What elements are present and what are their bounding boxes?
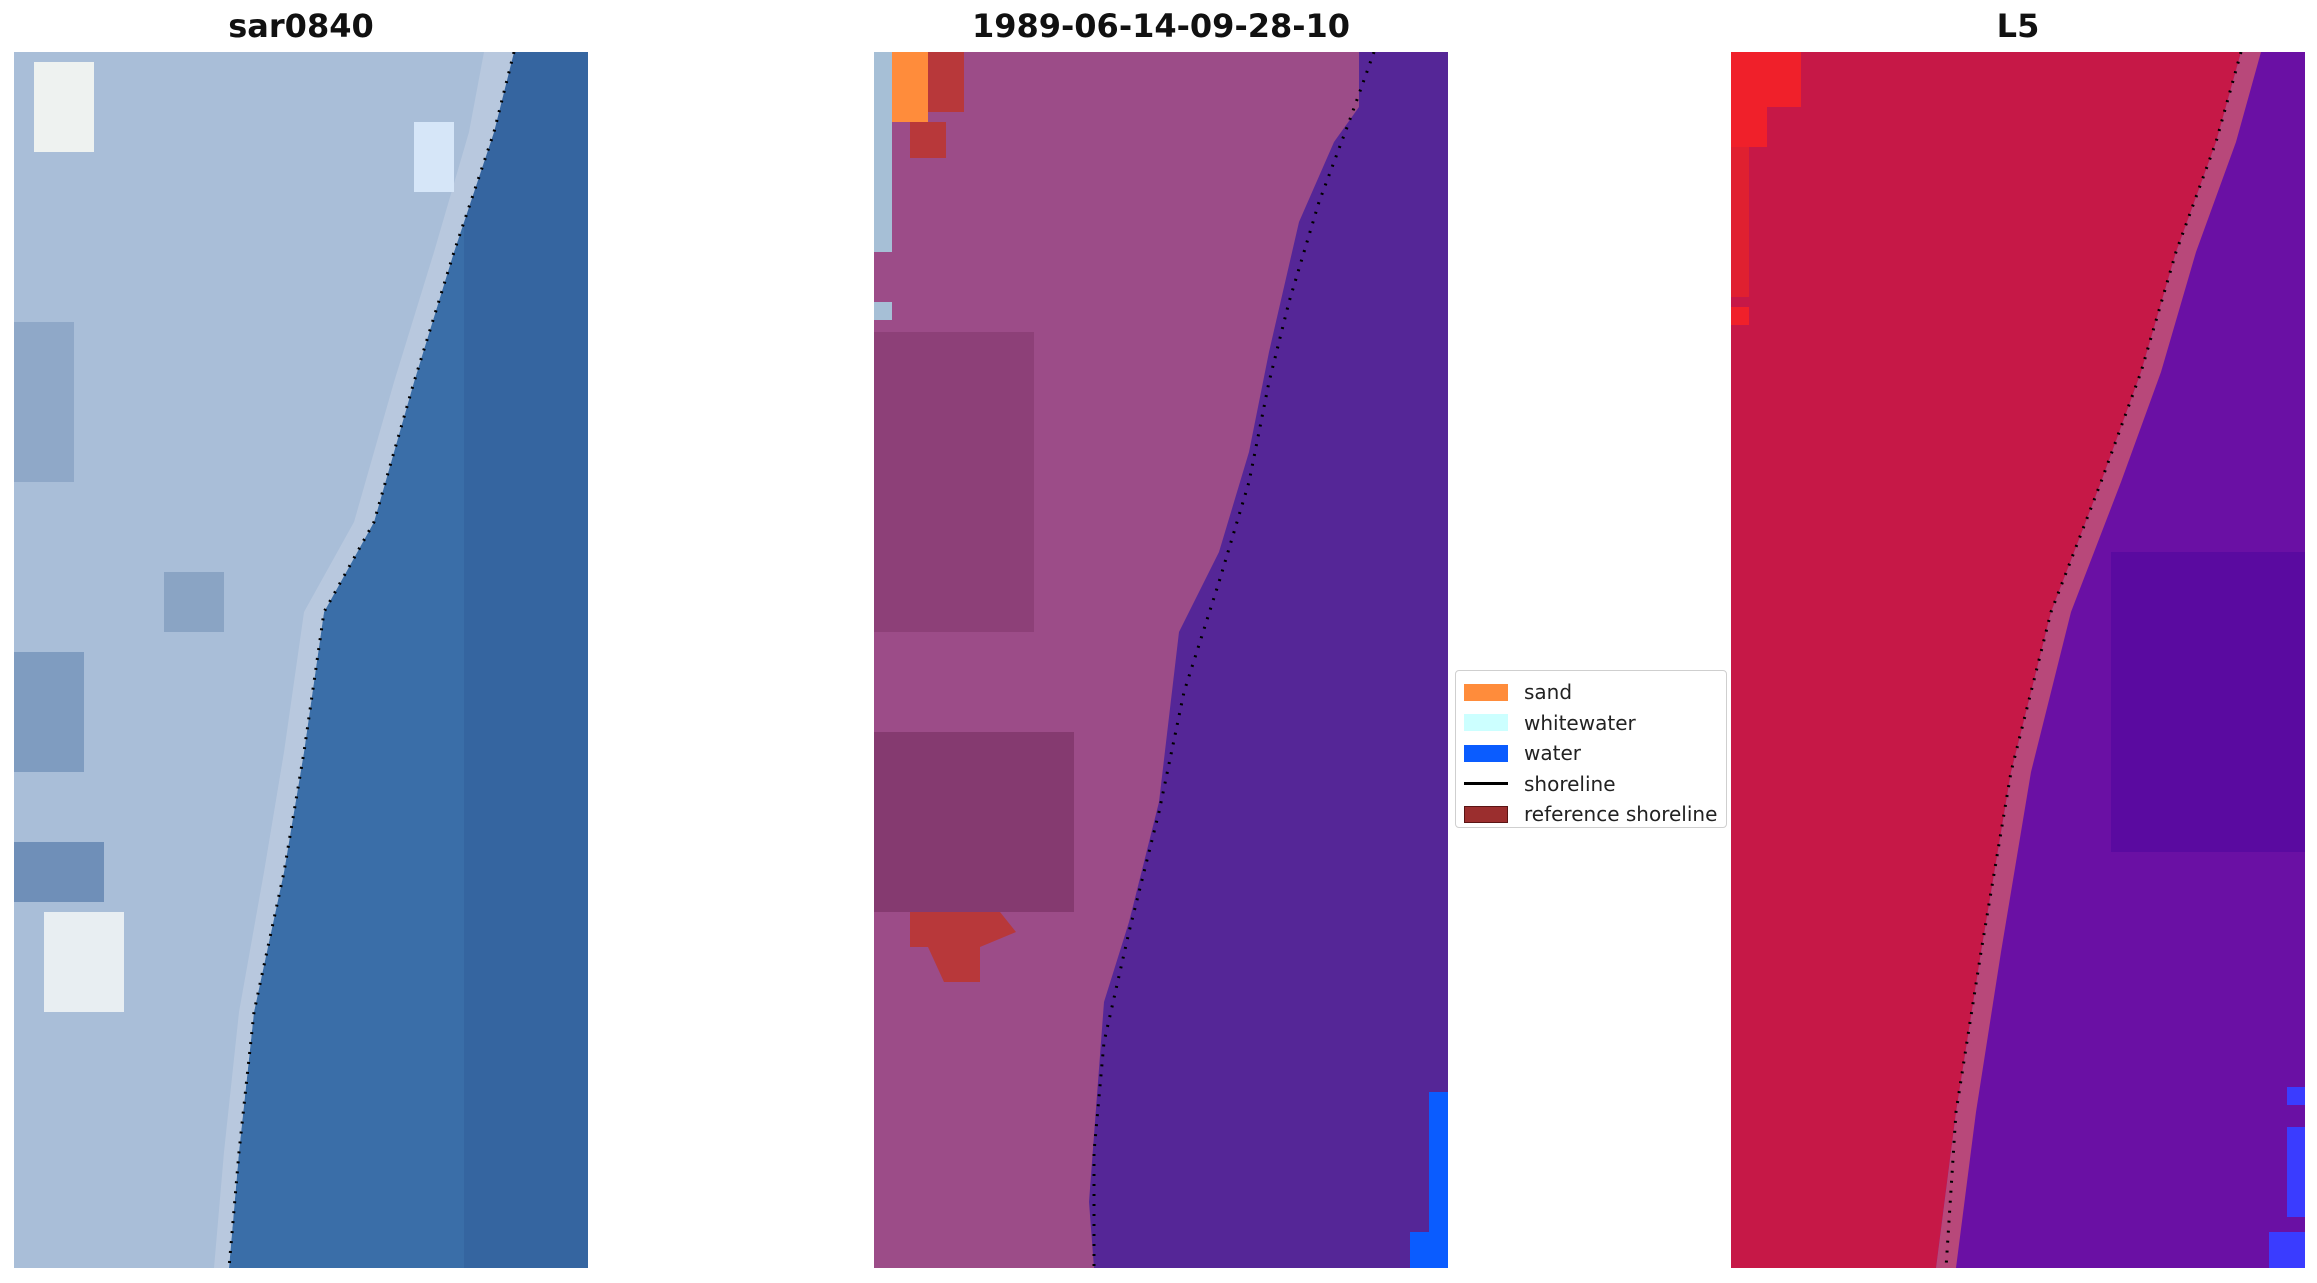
high-index-pixels <box>1731 52 1801 107</box>
deep-water-patch <box>2111 552 2305 852</box>
bright-patch <box>34 62 94 152</box>
water-pixels <box>1410 1232 1448 1268</box>
high-index-pixels <box>1731 107 1767 147</box>
legend-item-water: water <box>1464 738 1726 769</box>
legend-label: whitewater <box>1524 710 1636 735</box>
dark-patch <box>14 322 74 482</box>
dark-patch <box>14 842 104 902</box>
legend-swatch-water <box>1464 744 1508 762</box>
legend-label: sand <box>1524 680 1573 705</box>
index-image-svg <box>1731 52 2305 1268</box>
panel-title-rgb: sar0840 <box>228 7 374 45</box>
panel-title-classified: 1989-06-14-09-28-10 <box>971 7 1351 45</box>
bright-patch <box>414 122 454 192</box>
legend-swatch-reference-shoreline <box>1464 805 1508 823</box>
shoreline-line <box>1944 52 2243 1268</box>
reference-shoreline-pixels <box>910 122 946 158</box>
legend-swatch-sand <box>1464 683 1508 701</box>
water-pixels <box>2287 1087 2305 1105</box>
whitewater-pixels <box>874 302 892 320</box>
legend-label: shoreline <box>1524 771 1616 796</box>
classified-image-svg <box>874 52 1448 1268</box>
legend-line-shoreline <box>1464 782 1508 786</box>
sand-pixels <box>892 52 928 122</box>
index-image <box>1731 52 2305 1268</box>
land-index-area <box>1731 52 2241 1268</box>
whitewater-pixels <box>874 52 892 252</box>
water-pixels <box>2287 1127 2305 1217</box>
legend-swatch-whitewater <box>1464 714 1508 732</box>
legend-item-sand: sand <box>1464 677 1726 708</box>
transition-band <box>1936 52 2261 1268</box>
dark-patch <box>164 572 224 632</box>
dark-patch <box>14 652 84 772</box>
reference-shoreline-pixels <box>928 52 964 112</box>
rgb-image <box>14 52 588 1268</box>
water-pixels <box>1429 1092 1448 1268</box>
high-index-pixels <box>1731 307 1749 325</box>
high-index-pixels <box>1731 147 1749 297</box>
bright-patch <box>44 912 124 1012</box>
land-area <box>14 52 514 1268</box>
rgb-image-svg <box>14 52 588 1268</box>
legend-item-whitewater: whitewater <box>1464 708 1726 739</box>
legend-label: water <box>1524 741 1581 766</box>
legend-label: reference shoreline <box>1524 802 1718 827</box>
dark-land-patch <box>874 732 1074 912</box>
deep-sea-band <box>464 52 588 1268</box>
reference-shoreline-pixels <box>910 912 1016 982</box>
dark-land-patch <box>874 332 1034 632</box>
legend-item-reference-shoreline: reference shoreline <box>1464 799 1726 830</box>
water-pixels <box>2269 1232 2305 1268</box>
legend: sand whitewater water shoreline referenc… <box>1455 670 1727 828</box>
panel-title-index: L5 <box>1996 7 2040 45</box>
legend-item-shoreline: shoreline <box>1464 769 1726 800</box>
classified-image <box>874 52 1448 1268</box>
